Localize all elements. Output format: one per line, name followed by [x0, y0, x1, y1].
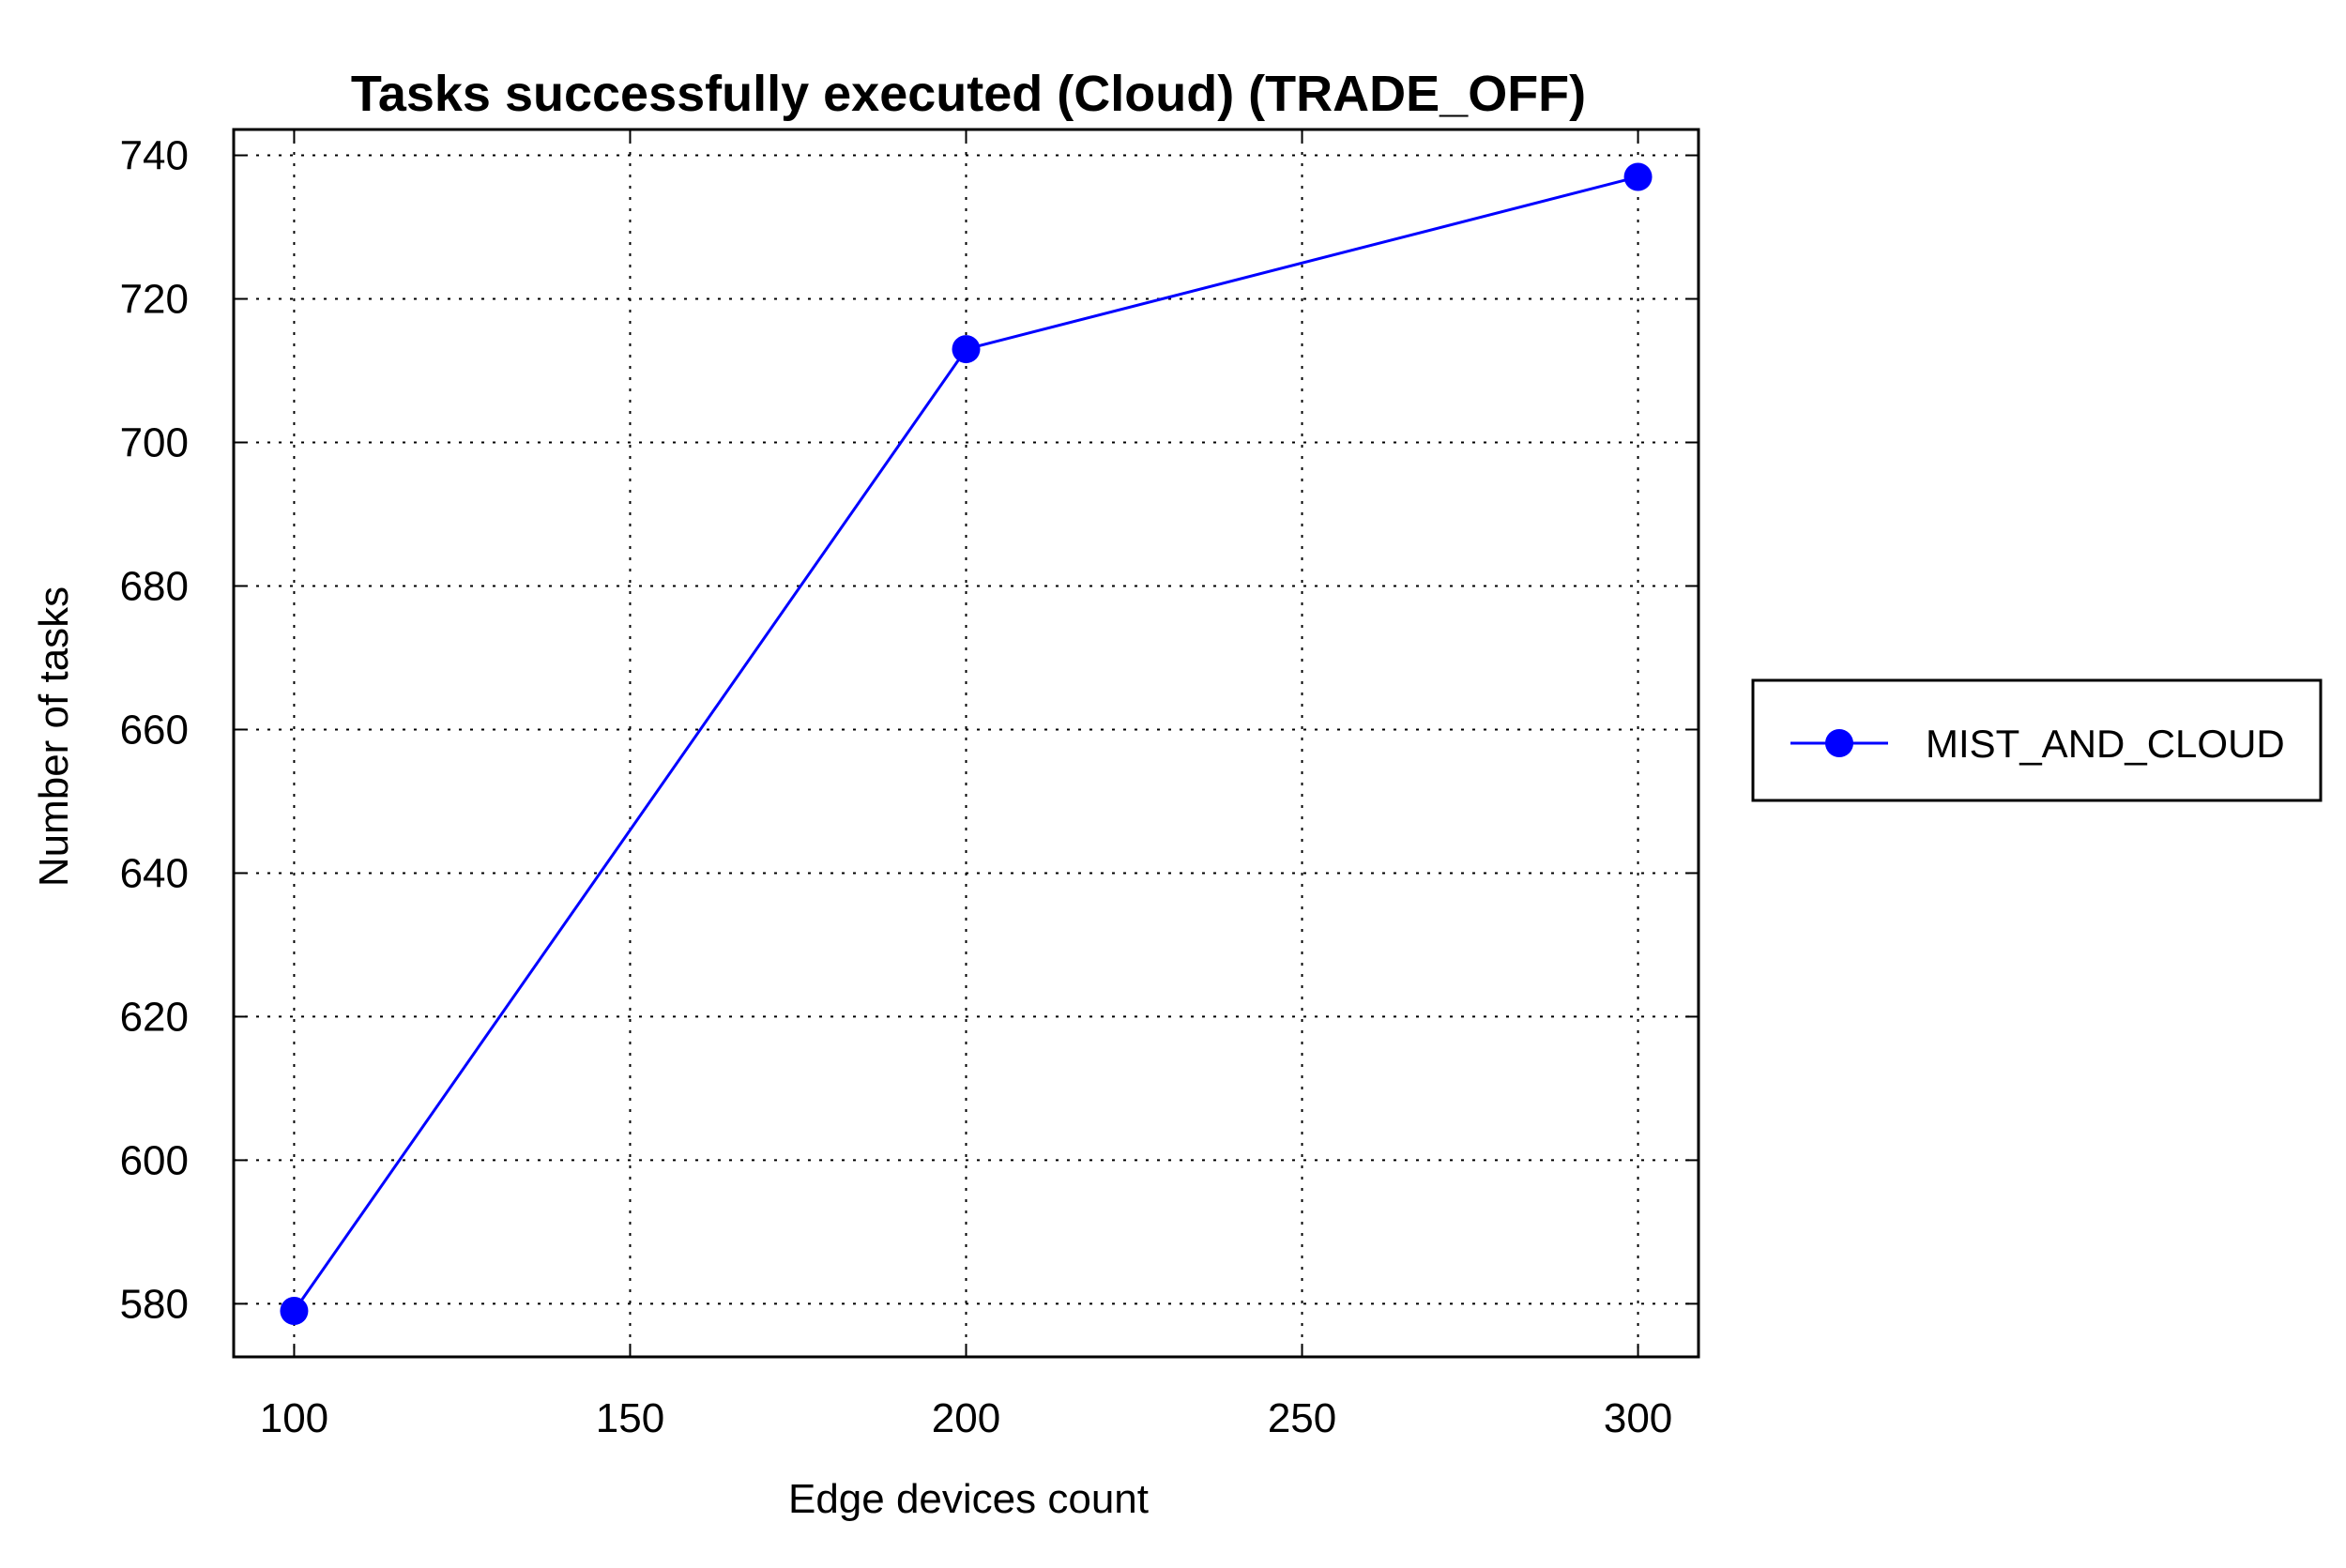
y-tick-label: 640 — [120, 850, 189, 896]
grid — [234, 129, 1699, 1357]
y-tick-label: 720 — [120, 277, 189, 323]
chart-title: Tasks successfully executed (Cloud) (TRA… — [351, 66, 1586, 122]
y-tick-label: 660 — [120, 707, 189, 753]
x-tick-label: 150 — [596, 1395, 664, 1441]
legend: MIST_AND_CLOUD — [1751, 678, 2323, 802]
data-point-mist-and-cloud — [952, 335, 981, 364]
y-axis-ticks: 580 600 620 640 660 680 700 720 740 — [120, 133, 1699, 1327]
legend-label-mist-and-cloud: MIST_AND_CLOUD — [1926, 722, 2285, 766]
y-tick-label: 680 — [120, 563, 189, 609]
x-tick-label: 250 — [1268, 1395, 1336, 1441]
y-tick-label: 700 — [120, 420, 189, 466]
y-tick-label: 620 — [120, 994, 189, 1040]
y-tick-label: 580 — [120, 1281, 189, 1327]
legend-marker-mist-and-cloud — [1825, 729, 1853, 757]
y-tick-label: 740 — [120, 133, 189, 179]
y-tick-label: 600 — [120, 1137, 189, 1183]
x-axis-label: Edge devices count — [788, 1476, 1149, 1522]
x-tick-label: 200 — [932, 1395, 1000, 1441]
x-axis-ticks: 100 150 200 250 300 — [260, 129, 1672, 1441]
plot-frame — [232, 128, 1700, 1359]
plot-area — [232, 128, 1700, 1359]
x-tick-label: 100 — [260, 1395, 328, 1441]
series-lines — [280, 162, 1653, 1326]
data-point-mist-and-cloud — [280, 1297, 309, 1326]
data-point-mist-and-cloud — [1623, 162, 1653, 191]
x-tick-label: 300 — [1604, 1395, 1672, 1441]
y-axis-label: Number of tasks — [31, 586, 77, 887]
